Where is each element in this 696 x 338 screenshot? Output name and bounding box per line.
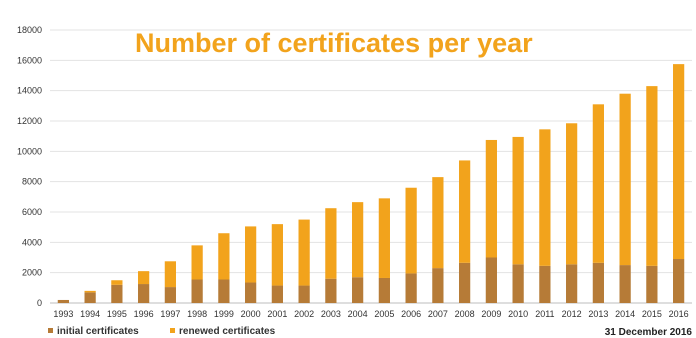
- x-tick-label: 1996: [134, 309, 154, 319]
- legend-swatch-renewed: [170, 328, 175, 333]
- x-tick-label: 1994: [80, 309, 100, 319]
- bar-initial-2007: [432, 268, 444, 303]
- bar-renewed-1996: [138, 271, 150, 285]
- bar-initial-2008: [459, 262, 471, 303]
- x-tick-label: 1995: [107, 309, 127, 319]
- bar-renewed-2009: [485, 139, 497, 258]
- x-tick-label: 2010: [508, 309, 528, 319]
- x-tick-label: 2012: [562, 309, 582, 319]
- bar-renewed-1995: [111, 280, 123, 285]
- y-tick-label: 14000: [17, 86, 42, 96]
- bar-initial-1995: [111, 284, 123, 303]
- x-tick-label: 1999: [214, 309, 234, 319]
- bar-initial-2013: [592, 262, 604, 303]
- bar-renewed-1997: [164, 261, 176, 288]
- y-tick-label: 16000: [17, 55, 42, 65]
- date-footnote: 31 December 2016: [605, 327, 693, 338]
- bar-initial-2010: [512, 264, 524, 303]
- x-tick-label: 2014: [615, 309, 635, 319]
- x-tick-label: 2001: [267, 309, 287, 319]
- y-tick-label: 10000: [17, 146, 42, 156]
- bar-renewed-2014: [619, 93, 631, 266]
- x-tick-label: 2004: [348, 309, 368, 319]
- legend-swatch-initial: [48, 328, 53, 333]
- x-tick-label: 2002: [294, 309, 314, 319]
- bar-renewed-2005: [378, 198, 390, 278]
- bar-initial-2002: [298, 285, 310, 303]
- bar-initial-1999: [218, 279, 230, 303]
- x-tick-label: 1993: [53, 309, 73, 319]
- y-tick-label: 0: [37, 298, 42, 308]
- bar-renewed-2004: [352, 202, 364, 278]
- bar-renewed-2002: [298, 219, 310, 286]
- bar-renewed-2007: [432, 177, 444, 269]
- bar-renewed-2008: [459, 160, 471, 263]
- x-tick-label: 1997: [160, 309, 180, 319]
- legend-label-renewed: renewed certificates: [179, 326, 276, 337]
- bar-renewed-2016: [673, 64, 685, 260]
- bar-initial-1993: [57, 299, 69, 303]
- x-tick-label: 2007: [428, 309, 448, 319]
- bar-initial-2001: [271, 285, 283, 303]
- bar-initial-2003: [325, 278, 337, 303]
- bar-initial-2004: [352, 277, 364, 303]
- chart-title: Number of certificates per year: [135, 28, 533, 58]
- x-tick-label: 2015: [642, 309, 662, 319]
- legend: initial certificates renewed certificate…: [48, 326, 276, 337]
- x-tick-label: 2003: [321, 309, 341, 319]
- bar-initial-2009: [485, 257, 497, 303]
- y-tick-label: 12000: [17, 116, 42, 126]
- bar-renewed-2010: [512, 136, 524, 265]
- bar-renewed-2013: [592, 104, 604, 263]
- bar-renewed-2011: [539, 129, 551, 266]
- bar-renewed-2003: [325, 208, 337, 279]
- y-tick-label: 2000: [22, 268, 42, 278]
- x-tick-label: 2008: [455, 309, 475, 319]
- y-axis-ticks: 0 2000 4000 6000 8000 10000 12000 14000 16000 180…: [17, 25, 42, 308]
- gridlines: [50, 29, 692, 304]
- x-tick-label: 2000: [241, 309, 261, 319]
- y-tick-label: 4000: [22, 237, 42, 247]
- bar-initial-1996: [138, 284, 150, 303]
- x-tick-label: 2006: [401, 309, 421, 319]
- bar-initial-2011: [539, 265, 551, 303]
- bar-renewed-2000: [245, 226, 257, 283]
- bar-renewed-1994: [84, 290, 96, 293]
- bar-initial-2014: [619, 265, 631, 303]
- bar-renewed-2001: [271, 224, 283, 286]
- y-tick-label: 6000: [22, 207, 42, 217]
- y-tick-label: 18000: [17, 25, 42, 35]
- bar-initial-2005: [378, 277, 390, 303]
- bar-renewed-2015: [646, 86, 658, 266]
- x-tick-label: 2013: [588, 309, 608, 319]
- x-tick-label: 1998: [187, 309, 207, 319]
- bar-initial-2000: [245, 282, 257, 303]
- y-tick-label: 8000: [22, 177, 42, 187]
- x-tick-label: 2016: [669, 309, 689, 319]
- bar-initial-2016: [673, 259, 685, 303]
- bars: [57, 64, 685, 303]
- legend-label-initial: initial certificates: [57, 326, 139, 337]
- bar-renewed-2006: [405, 187, 417, 274]
- bar-initial-1997: [164, 287, 176, 303]
- bar-renewed-2012: [566, 123, 578, 265]
- bar-initial-2012: [566, 264, 578, 303]
- bar-initial-2006: [405, 273, 417, 303]
- x-tick-label: 2011: [535, 309, 554, 319]
- bar-renewed-1998: [191, 245, 203, 280]
- x-tick-label: 2005: [374, 309, 394, 319]
- bar-initial-2015: [646, 265, 658, 303]
- bar-initial-1994: [84, 292, 96, 303]
- bar-renewed-1999: [218, 233, 230, 280]
- bar-initial-1998: [191, 279, 203, 303]
- x-axis-ticks: 1993 1994 1995 1996 1997 1998 1999 2000 2001 2002…: [53, 309, 688, 319]
- x-tick-label: 2009: [481, 309, 501, 319]
